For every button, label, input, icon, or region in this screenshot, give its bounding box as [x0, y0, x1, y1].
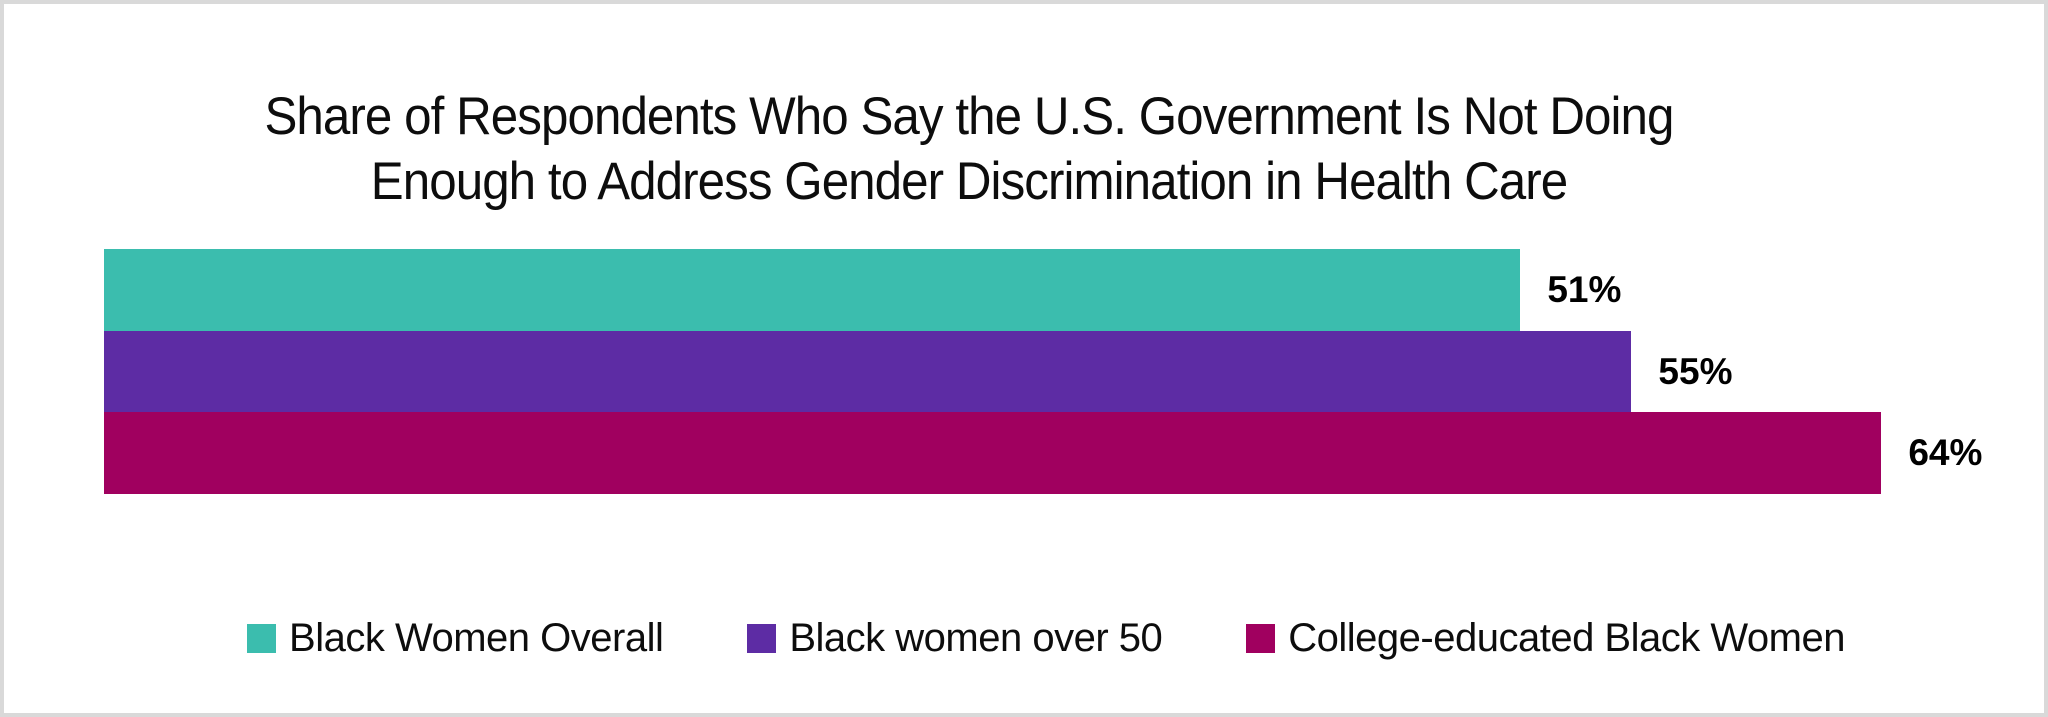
legend-swatch-icon: [747, 623, 777, 653]
chart-title: Share of Respondents Who Say the U.S. Go…: [104, 84, 1834, 214]
bar-value-label: 51%: [1547, 268, 1622, 310]
plot-area: 51% 55% 64%: [104, 249, 2044, 495]
bar-row: 51%: [104, 249, 2044, 331]
bar-2: [104, 330, 1632, 413]
chart-title-line-1: Share of Respondents Who Say the U.S. Go…: [264, 87, 1674, 146]
bar-1: [104, 249, 1521, 331]
legend-swatch-icon: [1246, 623, 1276, 653]
legend-item-2: Black women over 50: [747, 615, 1163, 661]
legend-label: College-educated Black Women: [1288, 615, 1845, 660]
legend-label: Black women over 50: [789, 615, 1163, 660]
bar-3: [104, 412, 1882, 495]
chart-title-line-2: Enough to Address Gender Discrimination …: [370, 152, 1568, 211]
legend: Black Women Overall Black women over 50 Co…: [108, 602, 1984, 674]
bar-row: 64%: [104, 412, 2044, 495]
legend-swatch-icon: [247, 623, 277, 653]
bar-value-label: 64%: [1908, 432, 1983, 474]
legend-item-3: College-educated Black Women: [1246, 616, 1845, 661]
legend-item-1: Black Women Overall: [247, 615, 664, 661]
legend-label: Black Women Overall: [289, 615, 664, 660]
bar-row: 55%: [104, 330, 2044, 413]
bar-value-label: 55%: [1658, 350, 1733, 392]
